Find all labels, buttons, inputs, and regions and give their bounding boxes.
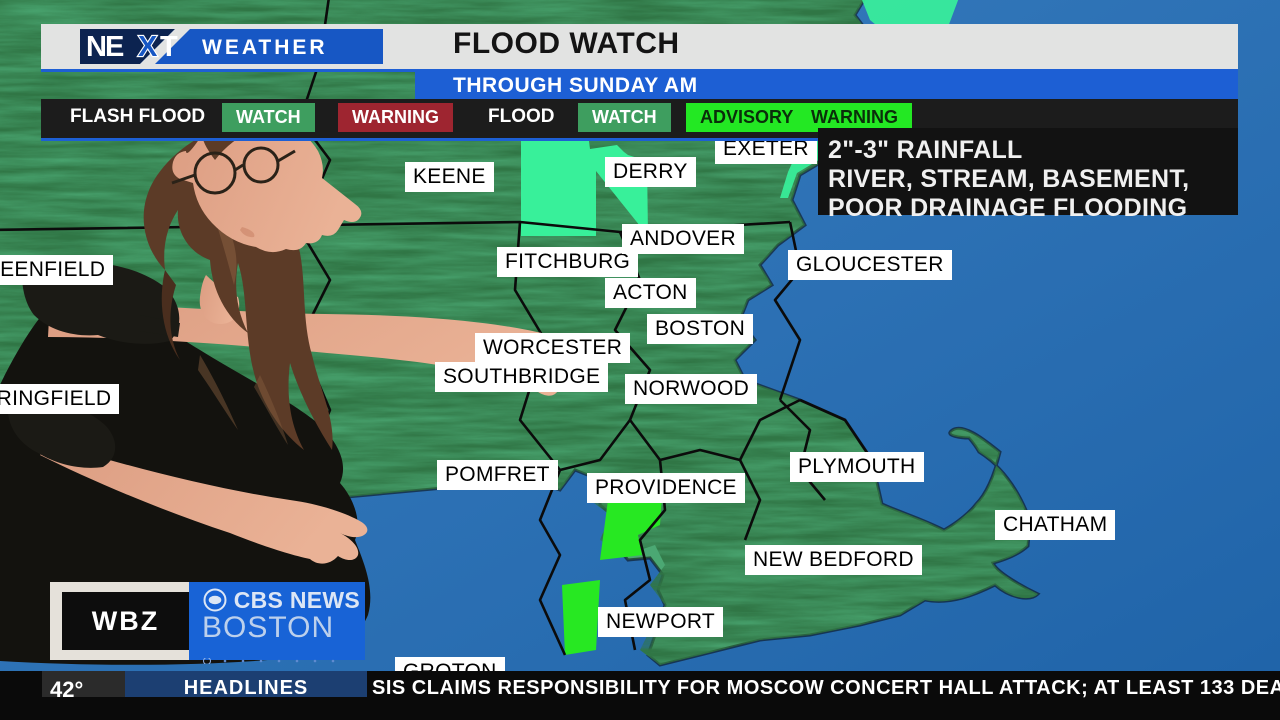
svg-text:T: T [160,31,178,63]
svg-text:NE: NE [86,31,124,63]
svg-text:X: X [138,31,158,63]
